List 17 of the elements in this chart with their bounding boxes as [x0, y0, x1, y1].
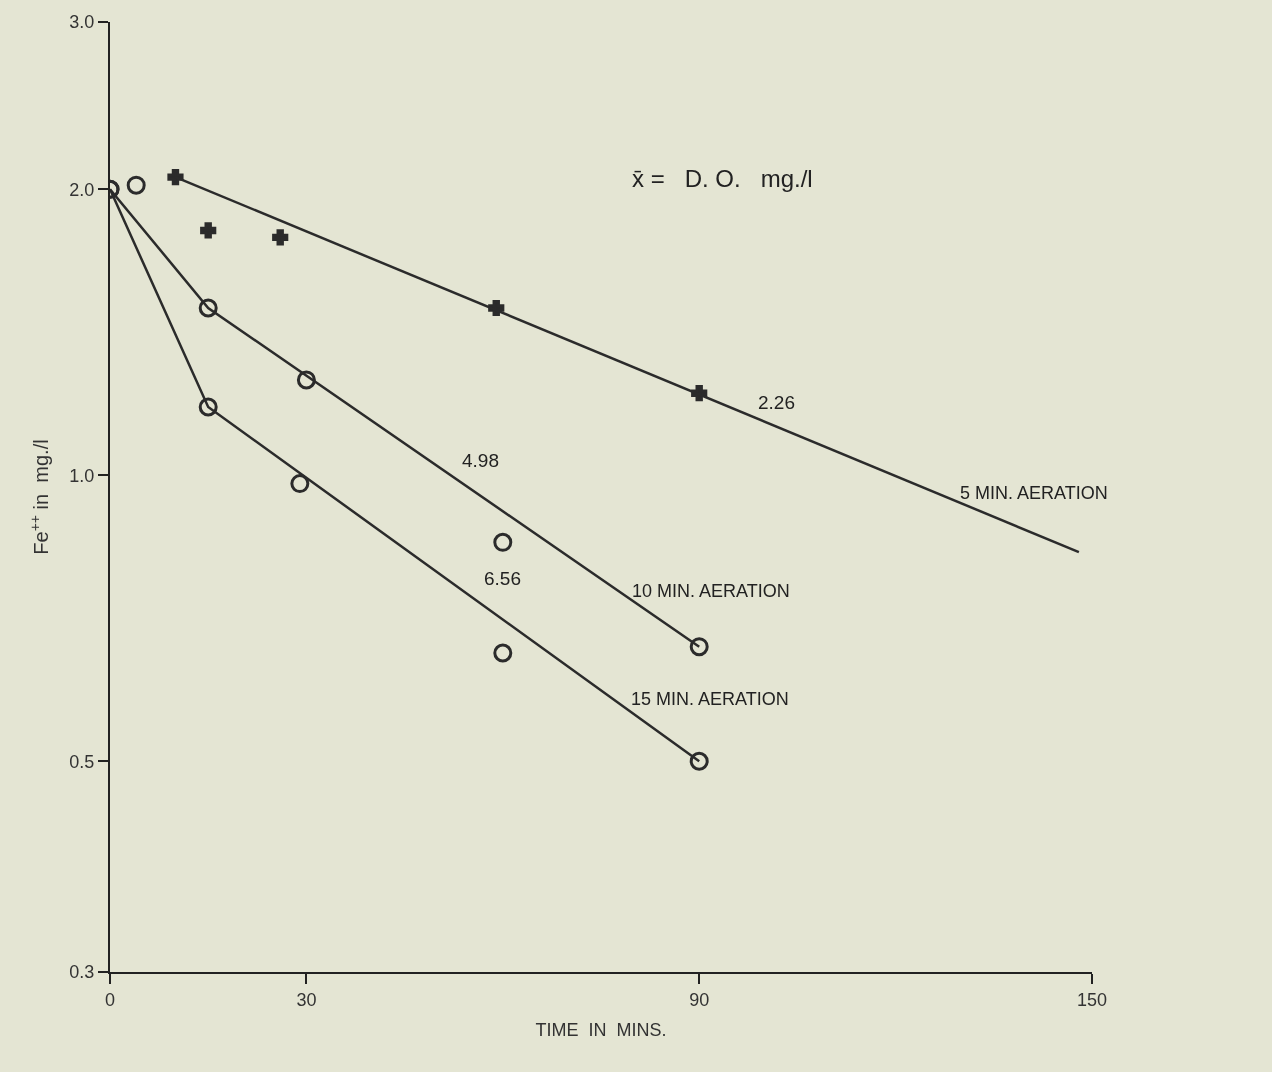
- y-tick-label: 0.3: [69, 962, 95, 983]
- annotation: 10 MIN. AERATION: [632, 581, 790, 601]
- y-tick-label: 3.0: [69, 12, 95, 33]
- x-tick-label: 150: [1076, 989, 1108, 1010]
- annotation: 6.56: [484, 568, 521, 589]
- annotation: 4.98: [462, 450, 499, 471]
- x-tick-label: 90: [689, 989, 710, 1010]
- annotation: 5 MIN. AERATION: [960, 483, 1108, 503]
- x-tick-label: 30: [296, 989, 317, 1010]
- annotation: 15 MIN. AERATION: [631, 689, 789, 709]
- y-tick-label: 1.0: [69, 465, 95, 486]
- x-tick-label: 0: [104, 989, 116, 1010]
- y-tick-label: 0.5: [69, 751, 95, 772]
- x-axis-title: TIME IN MINS.: [535, 1020, 667, 1041]
- y-tick-label: 2.0: [69, 179, 95, 200]
- annotation: 2.26: [758, 392, 795, 413]
- annotation: x̄ = D. O. mg./l: [632, 165, 813, 192]
